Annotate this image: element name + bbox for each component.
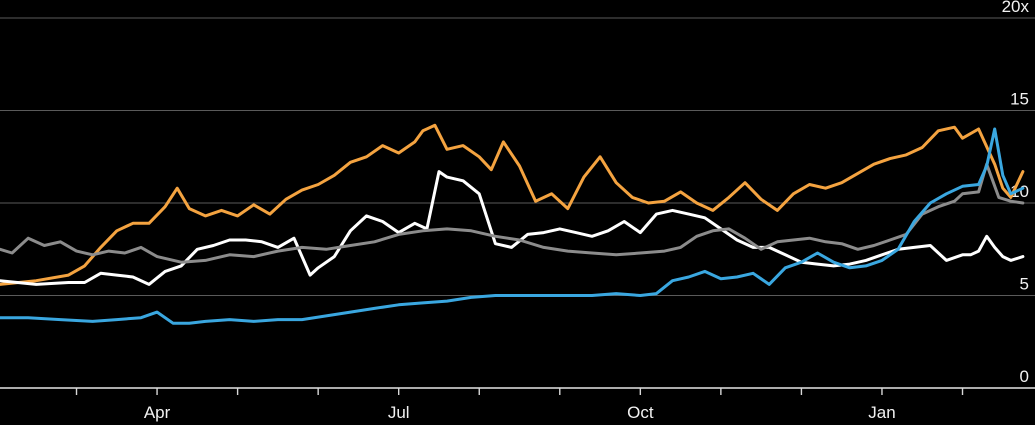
- y-tick-label: 15: [1010, 90, 1029, 109]
- series-line-1: [0, 123, 1025, 286]
- series-line-2: [0, 170, 1025, 286]
- y-tick-label: 20x: [1002, 0, 1030, 16]
- x-axis: Apr Jul Oct Jan: [0, 387, 1035, 422]
- x-tick-label: Apr: [144, 403, 171, 422]
- series-line-3: [0, 162, 1025, 264]
- series-line-4: [0, 127, 1025, 325]
- y-tick-label: 0: [1020, 367, 1029, 386]
- series-lines: [0, 123, 1025, 325]
- x-tick-label: Jan: [868, 403, 895, 422]
- x-tick-label: Oct: [627, 403, 654, 422]
- y-tick-label: 5: [1020, 275, 1029, 294]
- x-tick-label: Jul: [388, 403, 410, 422]
